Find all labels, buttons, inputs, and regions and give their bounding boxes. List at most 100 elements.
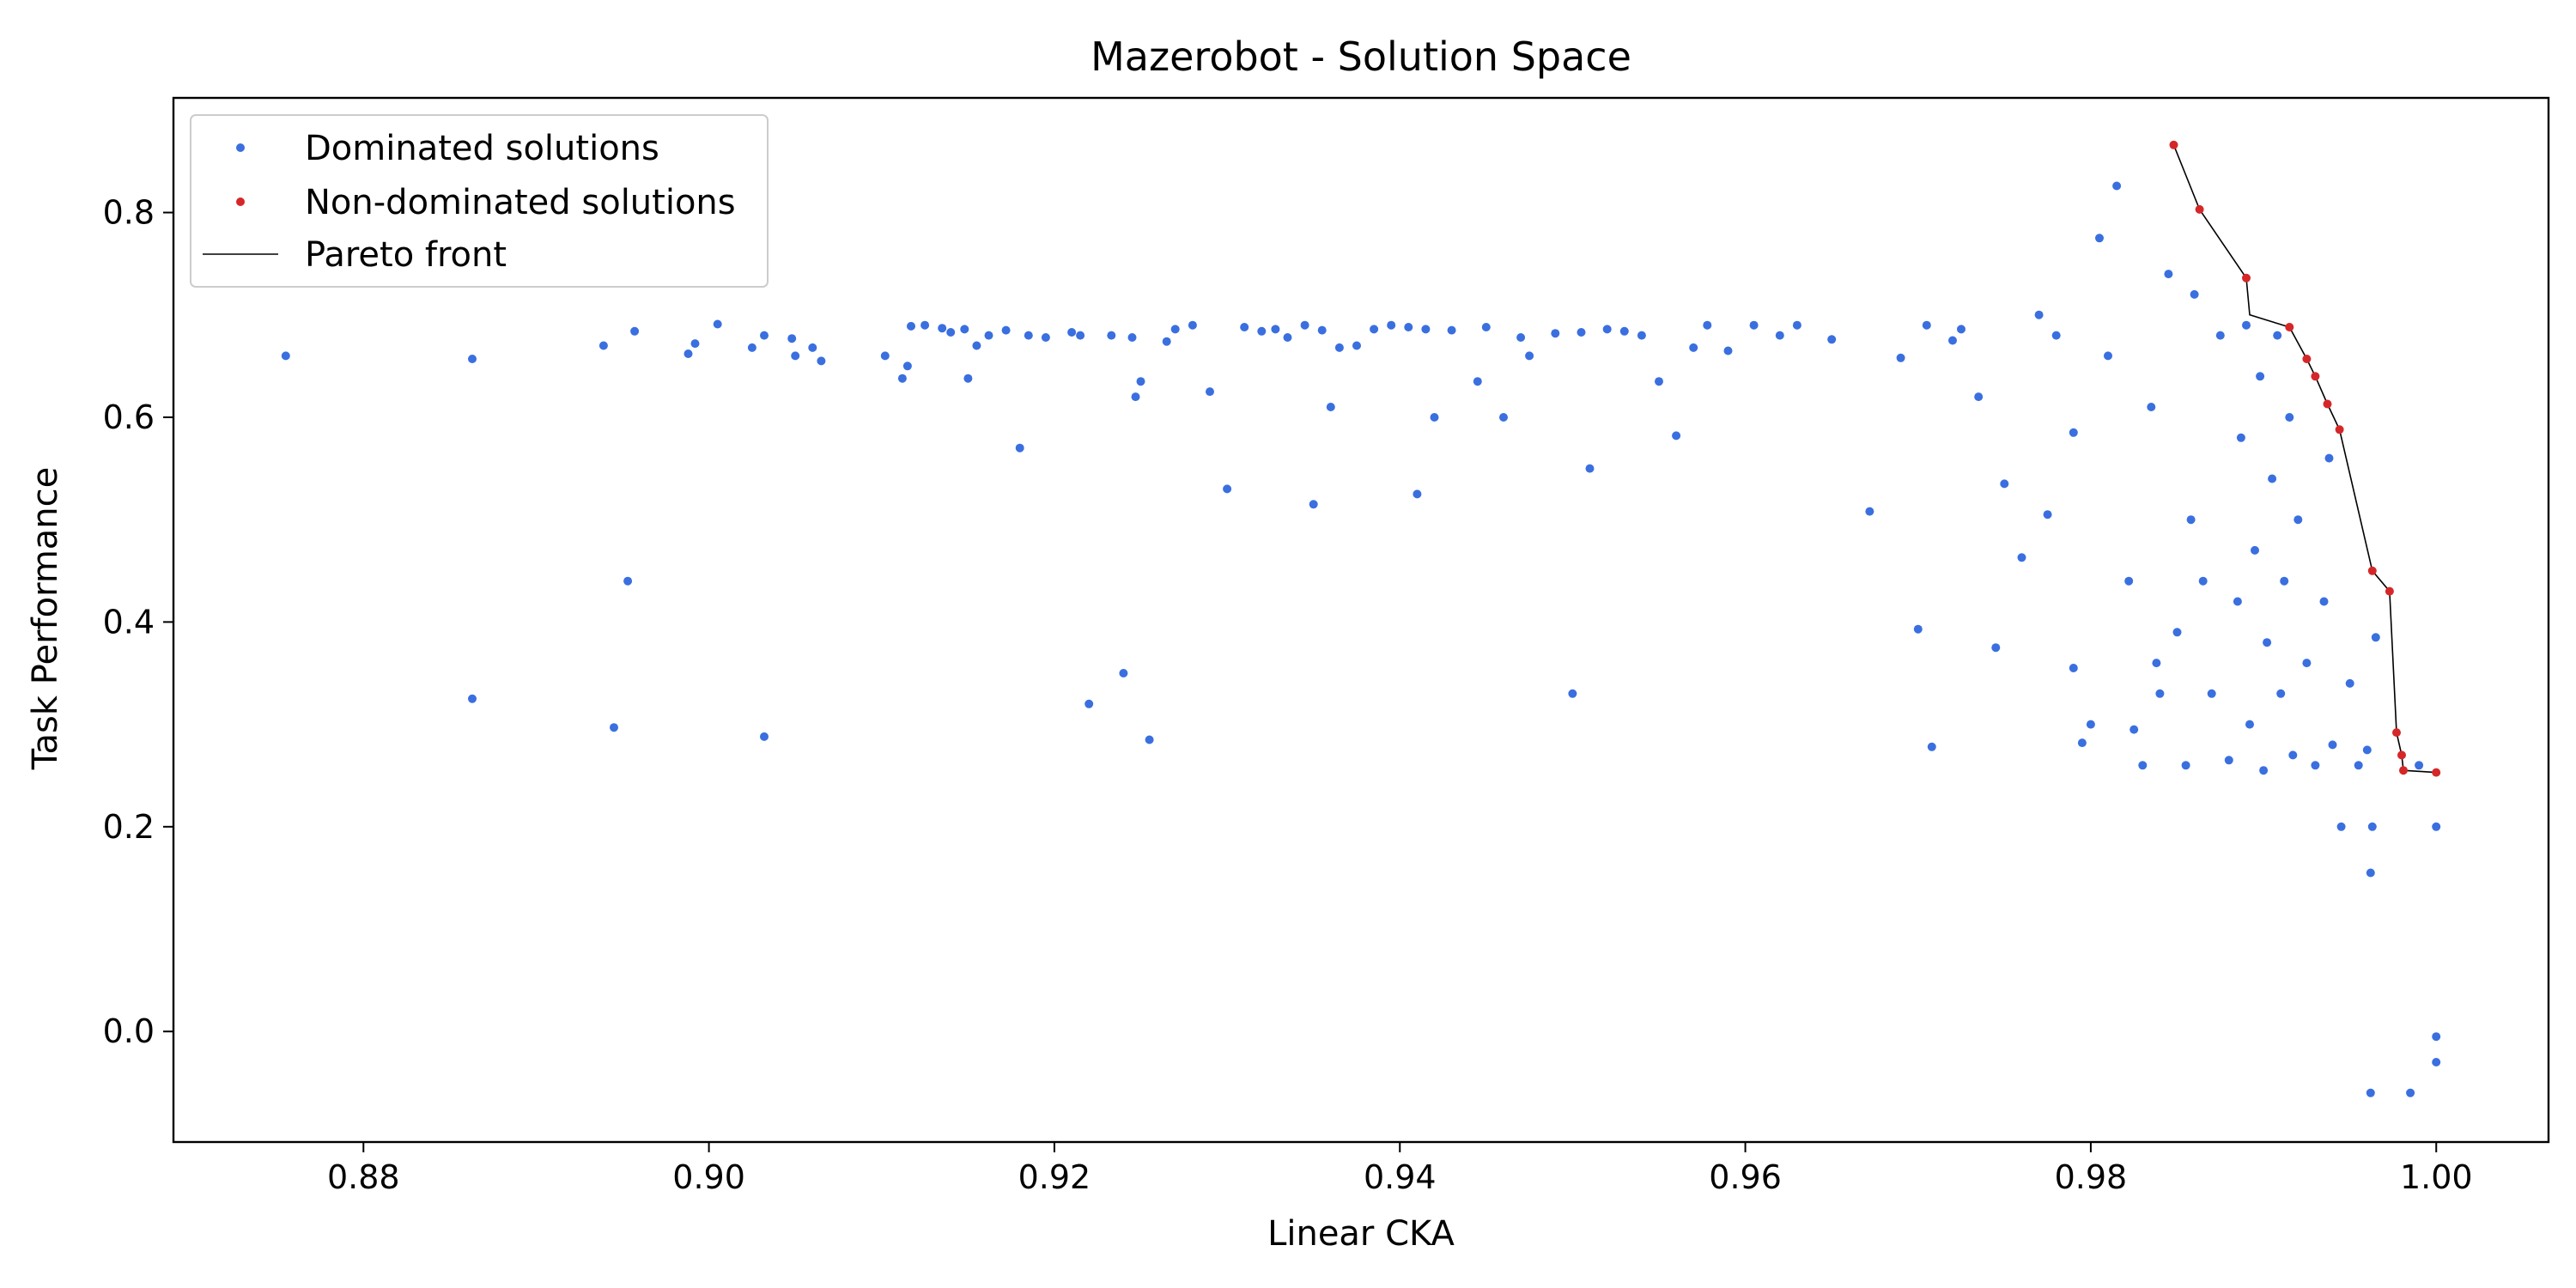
dominated-point bbox=[1413, 489, 1422, 499]
dominated-point bbox=[1655, 377, 1663, 386]
dominated-point bbox=[1145, 735, 1154, 744]
dominated-point bbox=[1499, 413, 1508, 422]
x-tick-label: 0.90 bbox=[672, 1158, 745, 1196]
dominated-point bbox=[2017, 553, 2026, 562]
dominated-point bbox=[2095, 234, 2104, 243]
dominated-point bbox=[2236, 433, 2245, 442]
dominated-point bbox=[2268, 474, 2277, 483]
non-dominated-points bbox=[2169, 140, 2441, 777]
dominated-point bbox=[2190, 289, 2199, 299]
dominated-point bbox=[1271, 325, 1280, 334]
dominated-point bbox=[938, 324, 947, 333]
legend: Dominated solutions Non-dominated soluti… bbox=[190, 114, 769, 288]
dominated-point bbox=[2432, 822, 2441, 831]
dominated-point bbox=[1585, 464, 1595, 473]
legend-dominated-label: Dominated solutions bbox=[305, 129, 659, 168]
dominated-point bbox=[2112, 181, 2122, 191]
legend-dominated-marker bbox=[236, 143, 245, 152]
dominated-point bbox=[1067, 328, 1077, 337]
dominated-point bbox=[1206, 387, 1214, 397]
dominated-point bbox=[1637, 331, 1646, 340]
dominated-point bbox=[907, 321, 915, 331]
dominated-point bbox=[2432, 1032, 2441, 1042]
dominated-point bbox=[2186, 515, 2196, 525]
dominated-point bbox=[2051, 331, 2061, 340]
dominated-point bbox=[1896, 353, 1905, 362]
dominated-point bbox=[1568, 689, 1577, 698]
dominated-point bbox=[902, 361, 912, 371]
dominated-point bbox=[1913, 624, 1923, 634]
non-dominated-point bbox=[2432, 768, 2441, 777]
dominated-point bbox=[1577, 328, 1586, 337]
dominated-point bbox=[2000, 479, 2009, 489]
y-tick-label: 0.4 bbox=[103, 603, 155, 641]
dominated-point bbox=[2371, 633, 2380, 642]
dominated-point bbox=[2336, 822, 2346, 831]
dominated-point bbox=[1957, 325, 1965, 334]
dominated-point bbox=[610, 723, 618, 732]
dominated-point bbox=[2155, 689, 2165, 698]
dominated-point bbox=[2354, 761, 2363, 770]
non-dominated-point bbox=[2323, 399, 2332, 409]
dominated-point bbox=[1084, 699, 1094, 708]
dominated-point bbox=[1404, 323, 1413, 331]
dominated-point bbox=[1283, 333, 1292, 342]
dominated-point bbox=[713, 319, 722, 329]
dominated-point bbox=[2263, 638, 2272, 647]
x-tick-label: 0.92 bbox=[1018, 1158, 1091, 1196]
dominated-point bbox=[2233, 597, 2242, 606]
dominated-point bbox=[2069, 664, 2078, 672]
dominated-point bbox=[1309, 500, 1318, 509]
non-dominated-point bbox=[2335, 425, 2344, 434]
dominated-point bbox=[1326, 403, 1335, 411]
dominated-point bbox=[1131, 392, 1140, 402]
y-axis-label: Task Performance bbox=[26, 467, 65, 771]
legend-box bbox=[190, 114, 769, 288]
dominated-point bbox=[683, 349, 693, 358]
dominated-point bbox=[1024, 331, 1033, 340]
y-tick-label: 0.6 bbox=[103, 398, 155, 436]
dominated-point bbox=[1619, 326, 1629, 336]
x-tick-label: 0.96 bbox=[1709, 1158, 1782, 1196]
dominated-point bbox=[630, 326, 640, 336]
dominated-point bbox=[1749, 320, 1759, 330]
dominated-point bbox=[1317, 325, 1327, 335]
dominated-point bbox=[1076, 331, 1085, 340]
dominated-point bbox=[972, 341, 981, 350]
dominated-point bbox=[2251, 545, 2259, 555]
dominated-point bbox=[1001, 325, 1011, 335]
dominated-point bbox=[281, 351, 290, 361]
dominated-point bbox=[1991, 643, 2001, 653]
dominated-point bbox=[1481, 323, 1491, 331]
dominated-point bbox=[2207, 689, 2216, 698]
dominated-point bbox=[2366, 868, 2375, 878]
dominated-point bbox=[2345, 678, 2354, 688]
dominated-point bbox=[1430, 413, 1439, 422]
dominated-point bbox=[1387, 320, 1396, 330]
dominated-point bbox=[468, 694, 477, 703]
non-dominated-point bbox=[2311, 372, 2320, 381]
dominated-point bbox=[791, 351, 800, 361]
dominated-point bbox=[2319, 597, 2329, 606]
non-dominated-point bbox=[2397, 750, 2406, 760]
dominated-point bbox=[2366, 1088, 2375, 1097]
dominated-point bbox=[1775, 331, 1784, 340]
dominated-point bbox=[1223, 484, 1232, 494]
dominated-point bbox=[787, 334, 797, 343]
legend-pareto-front-label: Pareto front bbox=[305, 235, 507, 275]
dominated-point bbox=[2324, 453, 2334, 463]
dominated-point bbox=[1257, 326, 1267, 336]
dominated-points bbox=[281, 181, 2441, 1097]
dominated-point bbox=[1240, 323, 1249, 331]
dominated-point bbox=[2147, 403, 2156, 411]
dominated-point bbox=[920, 320, 930, 330]
x-tick-label: 1.00 bbox=[2400, 1158, 2473, 1196]
y-tick-label: 0.8 bbox=[103, 194, 155, 232]
y-tick-label: 0.0 bbox=[103, 1012, 155, 1050]
dominated-point bbox=[1827, 335, 1837, 344]
dominated-point bbox=[2242, 320, 2251, 330]
x-axis-label: Linear CKA bbox=[1267, 1214, 1455, 1254]
dominated-point bbox=[1119, 669, 1128, 677]
dominated-point bbox=[1516, 333, 1526, 342]
dominated-point bbox=[2285, 413, 2294, 422]
